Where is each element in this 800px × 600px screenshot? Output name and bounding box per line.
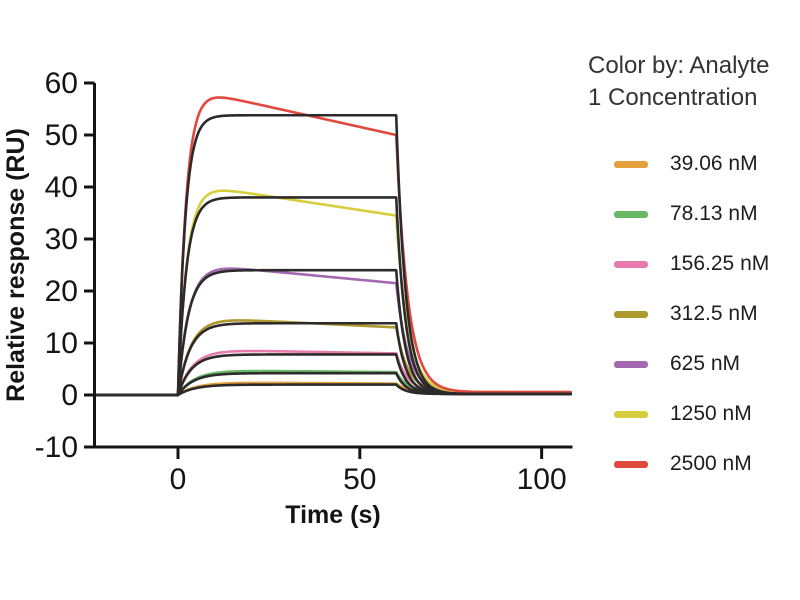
legend-label: 1250 nM — [670, 402, 752, 426]
legend-swatch — [614, 410, 648, 418]
legend-label: 625 nM — [670, 352, 741, 376]
legend-swatch — [614, 160, 648, 168]
y-tick-label: 50 — [45, 119, 78, 152]
legend-item-39.06nM: 39.06 nM — [588, 139, 800, 189]
legend-label: 39.06 nM — [670, 152, 758, 176]
legend-swatch — [614, 460, 648, 468]
y-tick-label: 60 — [45, 67, 78, 100]
data-curve-1250nM — [93, 189, 572, 397]
legend-swatch — [614, 360, 648, 368]
data-curve-625nM — [93, 267, 572, 397]
fit-curve-156.25nM — [93, 353, 572, 397]
fit-curve-625nM — [93, 268, 572, 397]
legend-item-1250nM: 1250 nM — [588, 389, 800, 439]
legend-title-line1: Color by: Analyte — [588, 52, 770, 79]
legend-swatch — [614, 310, 648, 318]
legend-swatch — [614, 210, 648, 218]
legend-title: Color by: Analyte 1 Concentration — [588, 50, 800, 113]
legend-items: 39.06 nM 78.13 nM 156.25 nM 312.5 nM 625 nM 1… — [588, 139, 800, 489]
legend: Color by: Analyte 1 Concentration 39.06 … — [588, 50, 800, 489]
legend-item-312.5nM: 312.5 nM — [588, 289, 800, 339]
y-tick-label: 10 — [45, 327, 78, 360]
y-tick-label: 40 — [45, 171, 78, 204]
fit-curve-1250nM — [93, 196, 572, 397]
legend-item-625nM: 625 nM — [588, 339, 800, 389]
legend-label: 312.5 nM — [670, 302, 758, 326]
x-tick-label: 100 — [517, 463, 567, 496]
curves-layer — [93, 96, 572, 397]
legend-label: 2500 nM — [670, 452, 752, 476]
y-tick-label: 30 — [45, 223, 78, 256]
y-tick-label: 0 — [61, 379, 78, 412]
x-tick-label: 0 — [170, 463, 187, 496]
x-axis-title: Time (s) — [285, 501, 380, 529]
x-tick-label: 50 — [343, 463, 376, 496]
y-tick-label: -10 — [35, 431, 78, 464]
legend-label: 156.25 nM — [670, 252, 770, 276]
legend-swatch — [614, 260, 648, 268]
y-tick-label: 20 — [45, 275, 78, 308]
fit-curve-2500nM — [93, 113, 572, 397]
legend-item-156.25nM: 156.25 nM — [588, 239, 800, 289]
data-curve-2500nM — [93, 96, 572, 397]
legend-item-2500nM: 2500 nM — [588, 439, 800, 489]
legend-item-78.13nM: 78.13 nM — [588, 189, 800, 239]
y-axis-title: Relative response (RU) — [2, 128, 30, 402]
legend-title-line2: 1 Concentration — [588, 83, 758, 111]
legend-label: 78.13 nM — [670, 202, 758, 226]
